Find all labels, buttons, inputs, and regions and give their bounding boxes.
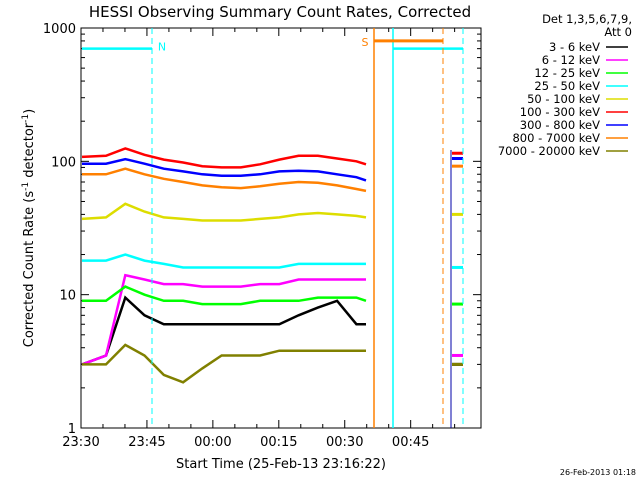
- night-label: N: [158, 41, 166, 54]
- legend-header-line1: Det 1,3,5,6,7,9,: [542, 12, 632, 26]
- footer-date: 26-Feb-2013 01:18: [560, 468, 636, 477]
- series-line: [81, 273, 366, 366]
- y-axis-label-sup1: -1: [21, 182, 31, 191]
- legend-label: 12 - 25 keV: [534, 66, 600, 80]
- y-tick-label: 100: [51, 155, 76, 170]
- chart-title: HESSI Observing Summary Count Rates, Cor…: [89, 3, 471, 21]
- y-axis-label-mid: detector: [22, 122, 37, 182]
- series-line: [81, 147, 367, 169]
- y-tick-label: 10: [59, 289, 76, 304]
- series-line: [82, 343, 366, 384]
- x-axis: 23:30 23:45 00:00 00:15 00:30 00:45: [62, 28, 456, 450]
- y-tick-label: 1000: [43, 22, 76, 37]
- x-tick-label: 00:15: [260, 435, 297, 450]
- legend-label: 300 - 800 keV: [520, 118, 600, 132]
- series-line: [81, 295, 366, 366]
- plot-frame: [80, 27, 482, 429]
- saa-label: S: [362, 36, 369, 49]
- legend-label: 6 - 12 keV: [542, 53, 600, 67]
- series-line: [82, 167, 367, 193]
- x-tick-label: 00:45: [392, 435, 429, 450]
- x-tick-label: 23:45: [128, 435, 165, 450]
- x-tick-label: 00:30: [326, 435, 363, 450]
- legend-header-line2: Att 0: [604, 25, 632, 39]
- series-layer: [81, 147, 463, 384]
- x-axis-label: Start Time (25-Feb-13 23:16:22): [176, 457, 386, 472]
- y-tick-label: 1: [68, 422, 76, 437]
- y-axis-label-sup2: -1: [21, 114, 31, 123]
- legend-label: 100 - 300 keV: [520, 105, 600, 119]
- series-line: [82, 253, 366, 269]
- legend-label: 3 - 6 keV: [549, 40, 600, 54]
- legend-label: 800 - 7000 keV: [512, 131, 600, 145]
- legend-label: 50 - 100 keV: [527, 92, 600, 106]
- series-line: [81, 202, 367, 222]
- series-line: [82, 157, 367, 182]
- legend-label: 25 - 50 keV: [534, 79, 600, 93]
- x-tick-label: 23:30: [62, 435, 99, 450]
- legend-label: 7000 - 20000 keV: [498, 144, 600, 158]
- x-tick-label: 00:00: [194, 435, 231, 450]
- series-line: [82, 285, 367, 306]
- y-axis-label: Corrected Count Rate (s-1 detector-1): [21, 109, 37, 347]
- y-axis-label-main: Corrected Count Rate (s: [22, 191, 37, 348]
- y-axis-label-end: ): [22, 109, 37, 114]
- y-axis: 1 10 100 1000: [43, 22, 481, 437]
